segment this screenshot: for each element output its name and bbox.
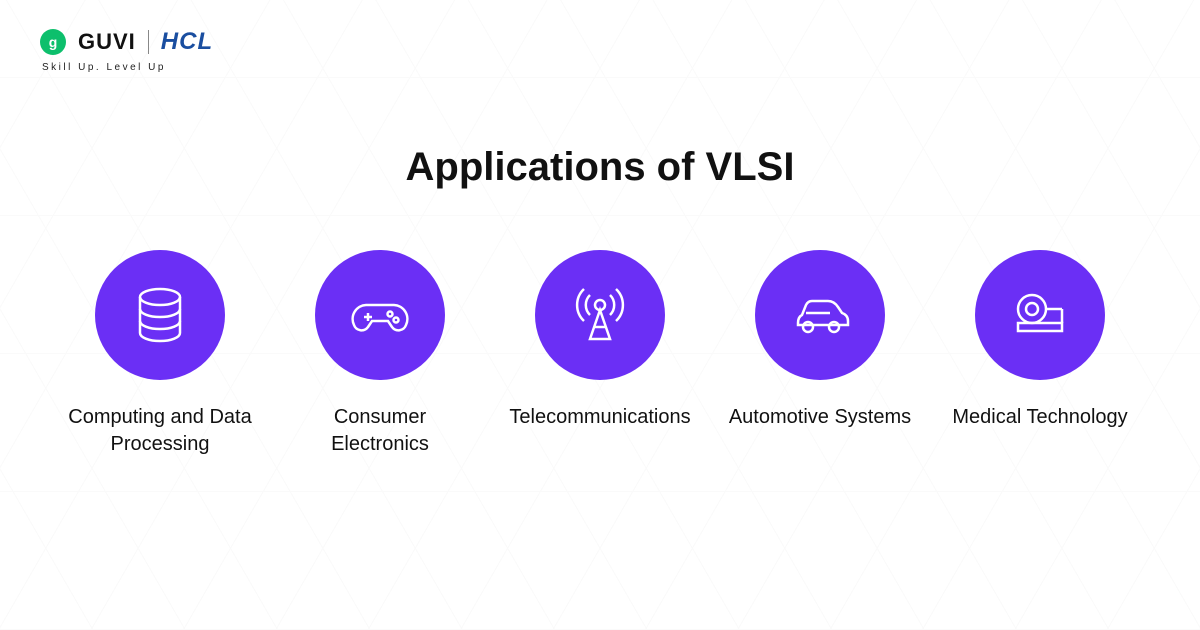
item-automotive: Automotive Systems xyxy=(720,250,920,458)
page-title: Applications of VLSI xyxy=(0,145,1200,190)
database-icon xyxy=(95,250,225,380)
item-medical: Medical Technology xyxy=(940,250,1140,458)
antenna-icon xyxy=(535,250,665,380)
car-icon xyxy=(755,250,885,380)
guvi-logo-text: GUVI xyxy=(78,29,136,55)
guvi-logo-icon: g xyxy=(40,29,66,55)
header: g GUVI HCL Skill Up. Level Up xyxy=(40,28,213,73)
scanner-icon xyxy=(975,250,1105,380)
hcl-logo-text: HCL xyxy=(161,28,213,56)
item-label: Computing and Data Processing xyxy=(65,404,255,458)
item-consumer: Consumer Electronics xyxy=(280,250,480,458)
items-row: Computing and Data Processing Consumer E… xyxy=(60,250,1140,458)
item-label: Medical Technology xyxy=(952,404,1127,431)
item-telecom: Telecommunications xyxy=(500,250,700,458)
item-label: Consumer Electronics xyxy=(285,404,475,458)
gamepad-icon xyxy=(315,250,445,380)
logo-row: g GUVI HCL xyxy=(40,28,213,56)
item-label: Telecommunications xyxy=(509,404,690,431)
item-label: Automotive Systems xyxy=(729,404,911,431)
item-computing: Computing and Data Processing xyxy=(60,250,260,458)
logo-divider xyxy=(148,30,149,54)
tagline: Skill Up. Level Up xyxy=(42,62,213,73)
